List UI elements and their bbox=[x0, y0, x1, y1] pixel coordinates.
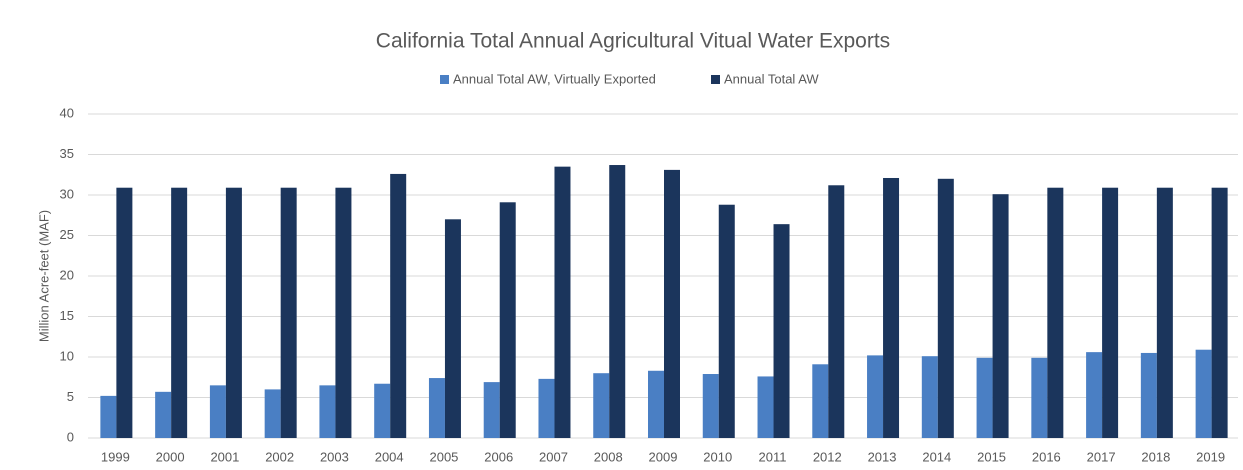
x-tick-label: 2013 bbox=[868, 449, 897, 464]
bar bbox=[702, 374, 719, 438]
x-tick-label: 2015 bbox=[977, 449, 1006, 464]
bar bbox=[593, 373, 610, 438]
x-tick-label: 2000 bbox=[156, 449, 185, 464]
legend-label: Annual Total AW, Virtually Exported bbox=[453, 71, 656, 86]
bar bbox=[225, 187, 242, 438]
bar bbox=[812, 364, 829, 438]
y-tick-label: 30 bbox=[60, 186, 74, 201]
x-tick-label: 2019 bbox=[1196, 449, 1225, 464]
x-tick-label: 2005 bbox=[429, 449, 458, 464]
bar bbox=[155, 391, 172, 438]
legend-swatch bbox=[711, 75, 720, 84]
bar bbox=[609, 165, 626, 438]
bar bbox=[1086, 352, 1103, 438]
bar bbox=[718, 204, 735, 438]
bar bbox=[319, 385, 336, 438]
x-tick-label: 2012 bbox=[813, 449, 842, 464]
x-tick-label: 2009 bbox=[649, 449, 678, 464]
bar bbox=[280, 187, 297, 438]
y-tick-label: 40 bbox=[60, 105, 74, 120]
legend-label: Annual Total AW bbox=[724, 71, 819, 86]
bar bbox=[867, 355, 884, 438]
bar bbox=[374, 383, 391, 438]
bar bbox=[1140, 352, 1157, 438]
x-tick-label: 2010 bbox=[703, 449, 732, 464]
bar bbox=[264, 389, 281, 438]
y-tick-label: 25 bbox=[60, 227, 74, 242]
x-tick-label: 2016 bbox=[1032, 449, 1061, 464]
bar bbox=[171, 187, 188, 438]
y-axis-label: Million Acre-feet (MAF) bbox=[36, 210, 51, 342]
bar bbox=[335, 187, 352, 438]
bar bbox=[1047, 187, 1064, 438]
bar bbox=[992, 194, 1009, 438]
x-tick-label: 2008 bbox=[594, 449, 623, 464]
bar bbox=[390, 173, 407, 438]
x-tick-label: 2011 bbox=[759, 449, 787, 464]
y-tick-label: 15 bbox=[60, 308, 74, 323]
bar bbox=[499, 202, 516, 438]
x-tick-label: 1999 bbox=[101, 449, 130, 464]
bar bbox=[648, 370, 664, 438]
legend-swatch bbox=[440, 75, 449, 84]
y-tick-label: 5 bbox=[67, 389, 74, 404]
x-tick-label: 2002 bbox=[265, 449, 294, 464]
bar bbox=[1156, 187, 1173, 438]
bar bbox=[757, 376, 774, 438]
bar bbox=[921, 356, 938, 438]
x-tick-label: 2014 bbox=[922, 449, 951, 464]
y-tick-label: 20 bbox=[60, 267, 74, 282]
x-tick-label: 2004 bbox=[375, 449, 404, 464]
bar bbox=[483, 382, 500, 438]
bar bbox=[828, 185, 845, 438]
bar bbox=[100, 395, 117, 438]
x-tick-label: 2003 bbox=[320, 449, 349, 464]
bar bbox=[209, 385, 226, 438]
y-tick-label: 0 bbox=[67, 429, 74, 444]
bar bbox=[937, 178, 954, 439]
bar bbox=[1102, 187, 1119, 438]
bar bbox=[538, 378, 555, 438]
bar bbox=[976, 357, 993, 438]
bar bbox=[1195, 349, 1212, 438]
y-tick-label: 35 bbox=[60, 146, 74, 161]
bar bbox=[1211, 187, 1228, 438]
bar bbox=[428, 378, 445, 438]
y-tick-label: 10 bbox=[60, 348, 74, 363]
x-tick-label: 2007 bbox=[539, 449, 568, 464]
x-tick-label: 2006 bbox=[484, 449, 513, 464]
bar bbox=[883, 177, 900, 439]
bar bbox=[773, 224, 790, 438]
bar bbox=[664, 169, 680, 438]
bar bbox=[444, 219, 461, 438]
x-tick-label: 2017 bbox=[1087, 449, 1116, 464]
x-tick-label: 2001 bbox=[210, 449, 239, 464]
bar bbox=[1031, 357, 1048, 438]
bar bbox=[554, 166, 571, 438]
x-tick-label: 2018 bbox=[1141, 449, 1170, 464]
bar bbox=[116, 187, 133, 438]
chart-title: California Total Annual Agricultural Vit… bbox=[376, 30, 890, 53]
